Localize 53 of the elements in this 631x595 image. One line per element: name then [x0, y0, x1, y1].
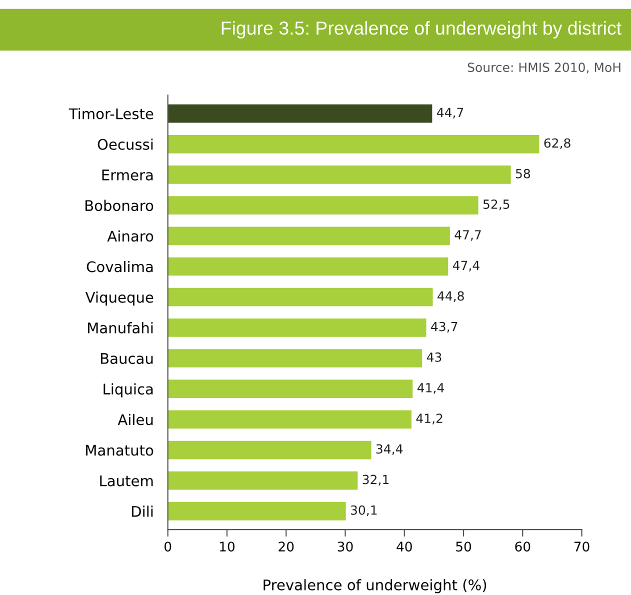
x-tick-label: 60: [515, 542, 530, 552]
bar: [168, 380, 413, 398]
data-label: 58: [516, 168, 530, 178]
data-label: 62,8: [544, 138, 570, 150]
y-tick-label: Viqueque: [85, 292, 154, 306]
y-tick-label: Baucau: [101, 353, 153, 364]
data-label: 30,1: [350, 505, 377, 516]
data-label: 41,4: [417, 383, 444, 394]
bar: [168, 134, 540, 154]
y-tick-label: Ainaro: [107, 230, 154, 242]
y-tick-label: Ermera: [102, 170, 153, 180]
y-tick-label: Bobonaro: [86, 200, 154, 212]
bar: [168, 104, 432, 123]
bar: [168, 410, 412, 429]
x-tick-label: 20: [278, 542, 294, 552]
y-tick-label: Dili: [132, 506, 153, 517]
data-label: 47,7: [454, 230, 481, 241]
y-tick-label: Manufahi: [88, 322, 153, 334]
bar: [168, 318, 426, 337]
x-tick-label: 0: [164, 542, 172, 552]
x-tick-label: 40: [396, 542, 412, 552]
y-tick-label: Lautem: [100, 476, 153, 486]
bar: [168, 226, 450, 246]
bar: [168, 471, 358, 490]
data-label: 44,8: [438, 291, 464, 302]
y-tick-label: Manatuto: [86, 444, 154, 456]
source-note: Source: HMIS 2010, MoH: [468, 62, 620, 74]
bar: [168, 166, 511, 184]
x-axis-title: Prevalence of underweight (%): [264, 579, 486, 594]
data-label: 34,4: [376, 444, 403, 455]
x-tick-label: 70: [574, 542, 590, 552]
x-tick-label: 30: [338, 542, 353, 552]
data-label: 44,7: [436, 108, 464, 118]
y-tick-label: Covalima: [86, 260, 153, 272]
x-tick-label: 50: [456, 542, 472, 552]
x-tick-label: 10: [220, 542, 234, 552]
data-label: 43: [426, 352, 442, 362]
bar: [168, 196, 478, 214]
bar: [168, 502, 346, 520]
y-tick-label: Aileu: [118, 414, 153, 426]
bar: [168, 440, 372, 460]
data-label: 41,2: [416, 414, 442, 424]
bar: [168, 349, 422, 368]
chart-title: Figure 3.5: Prevalence of underweight by district: [222, 21, 622, 38]
data-label: 32,1: [362, 474, 389, 486]
data-label: 47,4: [452, 260, 480, 272]
bar: [168, 288, 433, 306]
data-label: 52,5: [483, 199, 510, 210]
y-tick-label: Oecussi: [98, 138, 153, 150]
y-tick-label: Timor-Leste: [68, 108, 154, 120]
y-tick-label: Liquica: [104, 383, 153, 398]
bar: [168, 257, 448, 276]
data-label: 43,7: [431, 322, 458, 333]
